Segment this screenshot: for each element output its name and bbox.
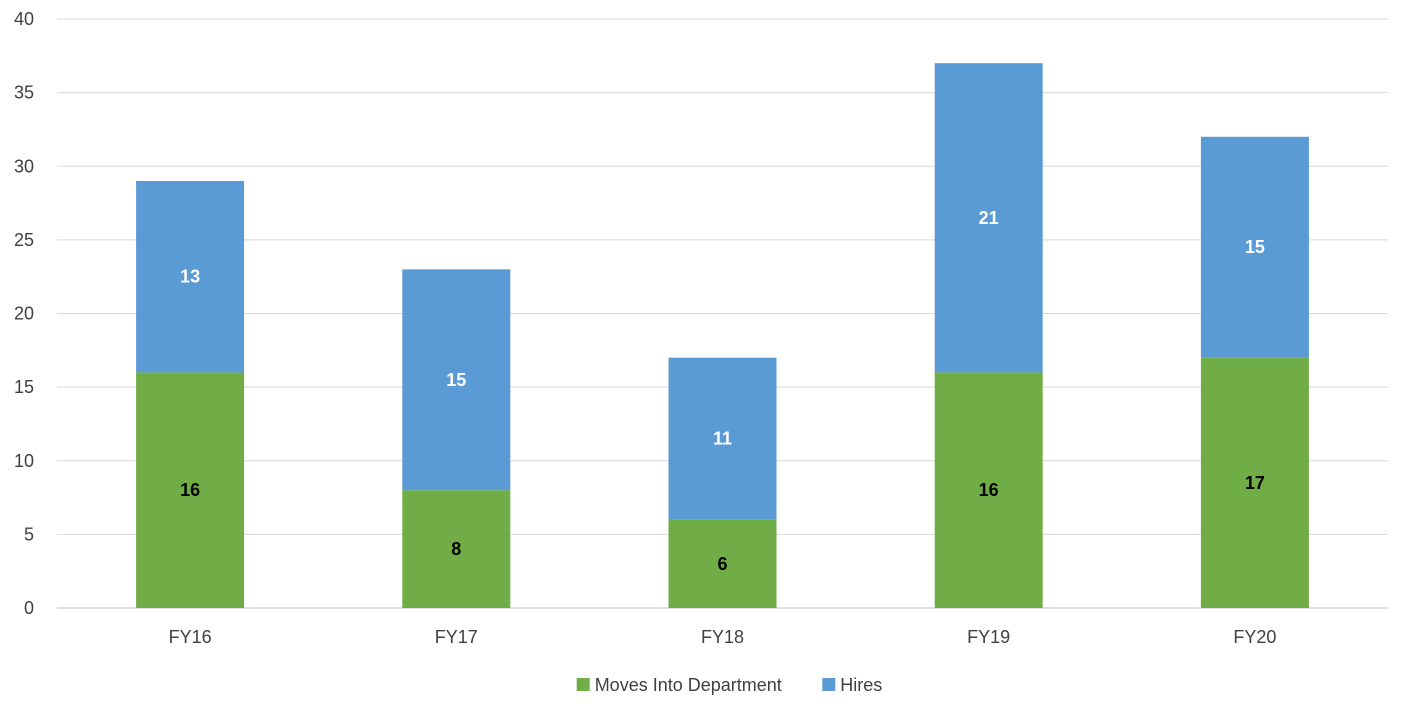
x-axis-tick-labels: FY16 FY17 FY18 FY19 FY20 <box>169 627 1277 647</box>
y-tick-label: 20 <box>14 304 34 324</box>
legend-label: Hires <box>840 675 882 695</box>
y-tick-label: 15 <box>14 377 34 397</box>
legend-swatch <box>576 678 590 691</box>
bar-segment <box>402 269 511 491</box>
data-label: 17 <box>1245 473 1265 493</box>
legend-swatch <box>822 678 836 691</box>
y-tick-label: 35 <box>14 83 34 103</box>
data-label: 15 <box>446 370 466 390</box>
bar-segment <box>402 490 511 608</box>
legend-label: Moves Into Department <box>595 675 782 695</box>
y-axis-tick-labels: 0 5 10 15 20 25 30 35 40 <box>14 9 34 618</box>
data-label: 16 <box>979 480 999 500</box>
x-tick-label: FY20 <box>1233 627 1276 647</box>
bar-segment <box>668 357 777 520</box>
x-tick-label: FY16 <box>169 627 212 647</box>
data-label: 11 <box>713 429 732 449</box>
bar-segment <box>136 372 245 608</box>
data-label: 15 <box>1245 237 1265 257</box>
bars <box>136 63 1309 608</box>
bar-segment <box>1200 357 1309 608</box>
x-tick-label: FY18 <box>701 627 744 647</box>
y-tick-label: 40 <box>14 9 34 29</box>
data-label: 6 <box>717 554 727 574</box>
bar-segment <box>934 63 1043 373</box>
bar-segment <box>934 372 1043 608</box>
x-tick-label: FY17 <box>435 627 478 647</box>
y-tick-label: 25 <box>14 230 34 250</box>
y-tick-label: 10 <box>14 451 34 471</box>
y-tick-label: 5 <box>24 524 34 544</box>
gridlines <box>57 18 1388 609</box>
y-tick-label: 30 <box>14 156 34 176</box>
legend: Moves Into Department Hires <box>576 675 882 695</box>
bar-segment <box>668 519 777 608</box>
data-label: 21 <box>979 208 999 228</box>
y-tick-label: 0 <box>24 598 34 618</box>
data-label: 13 <box>180 267 200 287</box>
bar-segment <box>136 180 245 373</box>
data-labels: 16 13 8 15 6 11 16 21 17 15 <box>180 208 1265 574</box>
bar-segment <box>1200 136 1309 358</box>
data-label: 8 <box>451 539 461 559</box>
x-tick-label: FY19 <box>967 627 1010 647</box>
data-label: 16 <box>180 480 200 500</box>
